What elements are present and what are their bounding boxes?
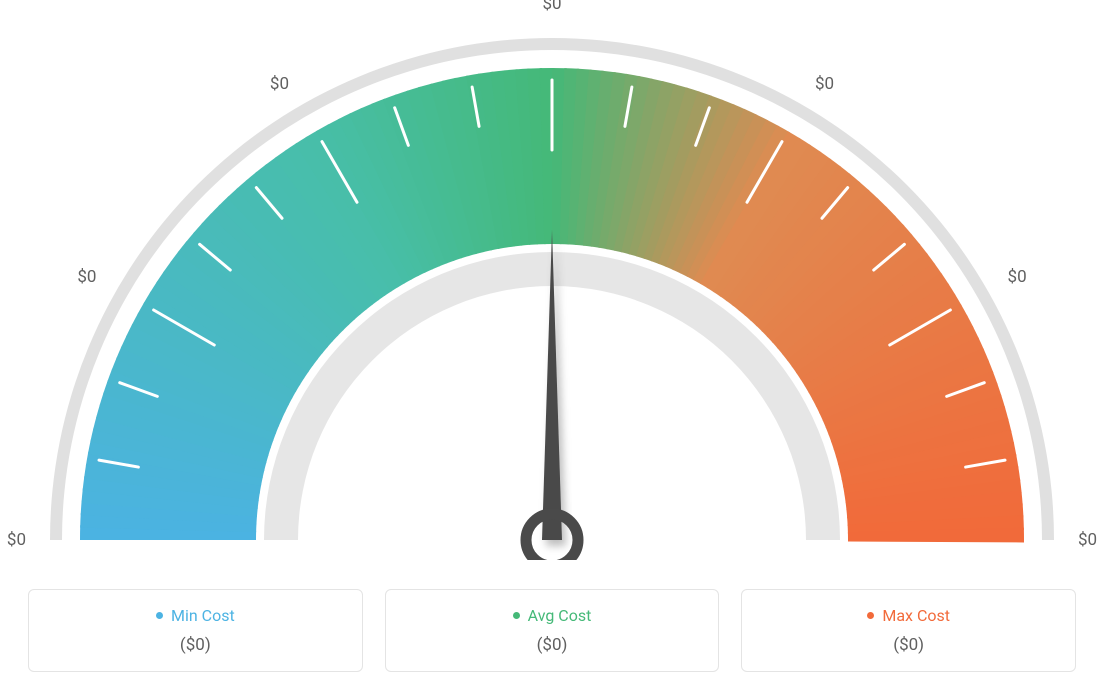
legend-title-min: Min Cost xyxy=(156,606,235,625)
legend-title-avg: Avg Cost xyxy=(513,606,592,625)
legend-title-max: Max Cost xyxy=(867,606,950,625)
gauge-scale-label: $0 xyxy=(270,74,289,94)
gauge-scale-label: $0 xyxy=(542,0,561,14)
legend-card-max: Max Cost ($0) xyxy=(741,589,1076,672)
legend-value: ($0) xyxy=(742,635,1075,655)
legend-value: ($0) xyxy=(386,635,719,655)
dot-icon xyxy=(513,612,520,619)
gauge-scale-label: $0 xyxy=(815,74,834,94)
gauge-scale-label: $0 xyxy=(7,530,26,550)
legend-row: Min Cost ($0) Avg Cost ($0) Max Cost ($0… xyxy=(0,589,1104,672)
dot-icon xyxy=(156,612,163,619)
dot-icon xyxy=(867,612,874,619)
cost-gauge: $0$0$0$0$0$0$0 xyxy=(22,0,1082,560)
legend-card-min: Min Cost ($0) xyxy=(28,589,363,672)
gauge-scale-label: $0 xyxy=(77,267,96,287)
legend-card-avg: Avg Cost ($0) xyxy=(385,589,720,672)
legend-value: ($0) xyxy=(29,635,362,655)
gauge-scale-label: $0 xyxy=(1008,267,1027,287)
gauge-scale-label: $0 xyxy=(1078,530,1097,550)
legend-label: Avg Cost xyxy=(528,606,592,625)
legend-label: Min Cost xyxy=(171,606,235,625)
legend-label: Max Cost xyxy=(882,606,950,625)
gauge-svg xyxy=(22,0,1082,560)
